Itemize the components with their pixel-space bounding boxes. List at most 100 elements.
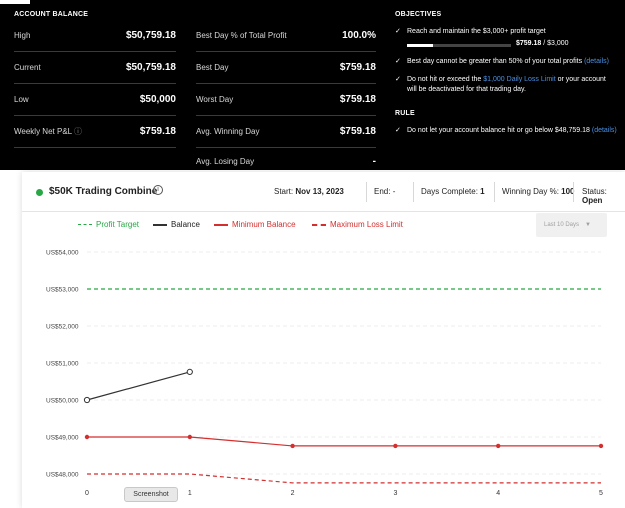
x-tick-label: 4 — [496, 490, 500, 497]
legend-balance[interactable]: Balance — [153, 220, 200, 229]
y-tick-label: US$50,000 — [46, 398, 79, 405]
details-link[interactable]: (details) — [591, 127, 617, 134]
objective-text: Reach and maintain the $3,000+ profit ta… — [407, 28, 546, 35]
account-balance-title: ACCOUNT BALANCE — [14, 11, 89, 18]
check-icon: ✓ — [395, 76, 401, 83]
stat-label: Best Day — [196, 63, 229, 72]
range-dropdown[interactable]: Last 10 Days ▼ — [536, 213, 607, 237]
card-header: $50K Trading Combine i Start: Nov 13, 20… — [22, 172, 625, 212]
x-tick-label: 3 — [393, 490, 397, 497]
divider — [573, 182, 574, 202]
rule-item: ✓ Do not let your account balance hit or… — [395, 126, 617, 136]
details-link[interactable]: (details) — [584, 58, 609, 65]
series-maximum-loss-limit-line — [87, 473, 601, 484]
profit-progress-fill — [407, 44, 434, 47]
stat-value: $759.18 — [339, 62, 376, 73]
dropdown-value: Last 10 Days — [544, 222, 580, 228]
chevron-down-icon: ▼ — [585, 222, 591, 228]
legend-min-balance[interactable]: Minimum Balance — [214, 220, 296, 229]
start-date: Start: Nov 13, 2023 — [274, 187, 344, 196]
stat-label: Avg. Losing Day — [196, 157, 255, 166]
profit-progress-bar — [407, 44, 511, 47]
stat-value: $759.18 — [339, 126, 376, 137]
objective-text: Do not hit or exceed the $1,000 Daily Lo… — [407, 76, 606, 93]
stat-label: Avg. Winning Day — [196, 127, 260, 136]
legend-label: Balance — [171, 220, 200, 229]
info-icon[interactable]: i — [153, 185, 163, 195]
x-tick-label: 2 — [291, 490, 295, 497]
stat-label: Best Day % of Total Profit — [196, 31, 287, 40]
legend-label: Maximum Loss Limit — [330, 220, 403, 229]
weekly-pnl-label: Weekly Net P&L ⓘ — [14, 127, 83, 136]
objective-best-day: ✓ Best day cannot be greater than 50% of… — [395, 57, 617, 67]
legend-swatch — [78, 224, 92, 225]
balance-current-row: Current $50,759.18 — [14, 52, 176, 84]
info-icon[interactable]: ⓘ — [74, 127, 83, 136]
screenshot-tooltip: Screenshot — [124, 487, 178, 502]
weekly-pnl-row: Weekly Net P&L ⓘ $759.18 — [14, 116, 176, 148]
balance-low-value: $50,000 — [139, 94, 176, 105]
profit-progress-text: $759.18 / $3,000 — [516, 40, 569, 47]
y-tick-label: US$53,000 — [46, 287, 79, 294]
x-tick-label: 1 — [188, 490, 192, 497]
end-date: End: - — [374, 187, 396, 196]
minimum-balance-point — [187, 434, 192, 440]
legend-swatch — [312, 223, 326, 226]
balance-high-value: $50,759.18 — [125, 30, 176, 41]
weekly-pnl-value: $759.18 — [139, 126, 176, 137]
stat-row-worst-day: Worst Day $759.18 — [196, 84, 376, 116]
objective-text: Best day cannot be greater than 50% of y… — [407, 58, 609, 65]
account-summary-panel: ACCOUNT BALANCE High $50,759.18 Current … — [0, 0, 625, 176]
winning-day-pct: Winning Day %: 100 — [502, 187, 575, 196]
y-tick-label: US$48,000 — [46, 472, 79, 479]
legend-swatch — [153, 223, 167, 226]
legend-swatch — [214, 223, 228, 226]
balance-point — [83, 396, 91, 404]
stat-row-avg-winning: Avg. Winning Day $759.18 — [196, 116, 376, 148]
daily-loss-limit-link[interactable]: $1,000 Daily Loss Limit — [483, 76, 556, 83]
balance-low-label: Low — [14, 95, 29, 104]
balance-current-value: $50,759.18 — [125, 62, 176, 73]
check-icon: ✓ — [395, 58, 401, 65]
minimum-balance-point — [290, 443, 295, 449]
balance-high-label: High — [14, 31, 31, 40]
balance-high-row: High $50,759.18 — [14, 20, 176, 52]
series-balance-line — [86, 371, 190, 401]
objectives-title: OBJECTIVES — [395, 11, 442, 18]
y-tick-label: US$49,000 — [46, 435, 79, 442]
divider — [413, 182, 414, 202]
minimum-balance-point — [84, 434, 90, 440]
series-minimum-balance-line — [87, 436, 601, 447]
browser-tab-stub — [0, 0, 30, 4]
objective-daily-loss: ✓ Do not hit or exceed the $1,000 Daily … — [395, 75, 617, 95]
status-dot — [36, 189, 43, 196]
legend-label: Minimum Balance — [232, 220, 296, 229]
legend-label: Profit Target — [96, 220, 139, 229]
trading-combine-card: $50K Trading Combine i Start: Nov 13, 20… — [22, 172, 625, 508]
card-title: $50K Trading Combine — [49, 186, 158, 197]
stat-value: $759.18 — [339, 94, 376, 105]
legend-profit-target[interactable]: Profit Target — [78, 220, 139, 229]
balance-point — [186, 368, 193, 376]
stat-row-best-day-pct: Best Day % of Total Profit 100.0% — [196, 20, 376, 52]
y-tick-label: US$51,000 — [46, 361, 79, 368]
stat-label: Worst Day — [196, 95, 234, 104]
x-tick-label: 0 — [85, 490, 89, 497]
balance-current-label: Current — [14, 63, 41, 72]
x-tick-label: 5 — [599, 490, 603, 497]
days-complete: Days Complete: 1 — [421, 187, 485, 196]
minimum-balance-point — [393, 443, 398, 449]
stat-row-best-day: Best Day $759.18 — [196, 52, 376, 84]
divider — [366, 182, 367, 202]
objective-profit-target: ✓ Reach and maintain the $3,000+ profit … — [395, 27, 617, 37]
rule-title: RULE — [395, 110, 415, 117]
stat-value: - — [372, 156, 376, 167]
minimum-balance-point — [598, 443, 604, 449]
rule-text: Do not let your account balance hit or g… — [407, 127, 617, 134]
check-icon: ✓ — [395, 127, 401, 134]
legend-max-loss[interactable]: Maximum Loss Limit — [312, 220, 403, 229]
status: Status: Open — [582, 187, 607, 205]
balance-low-row: Low $50,000 — [14, 84, 176, 116]
divider — [494, 182, 495, 202]
